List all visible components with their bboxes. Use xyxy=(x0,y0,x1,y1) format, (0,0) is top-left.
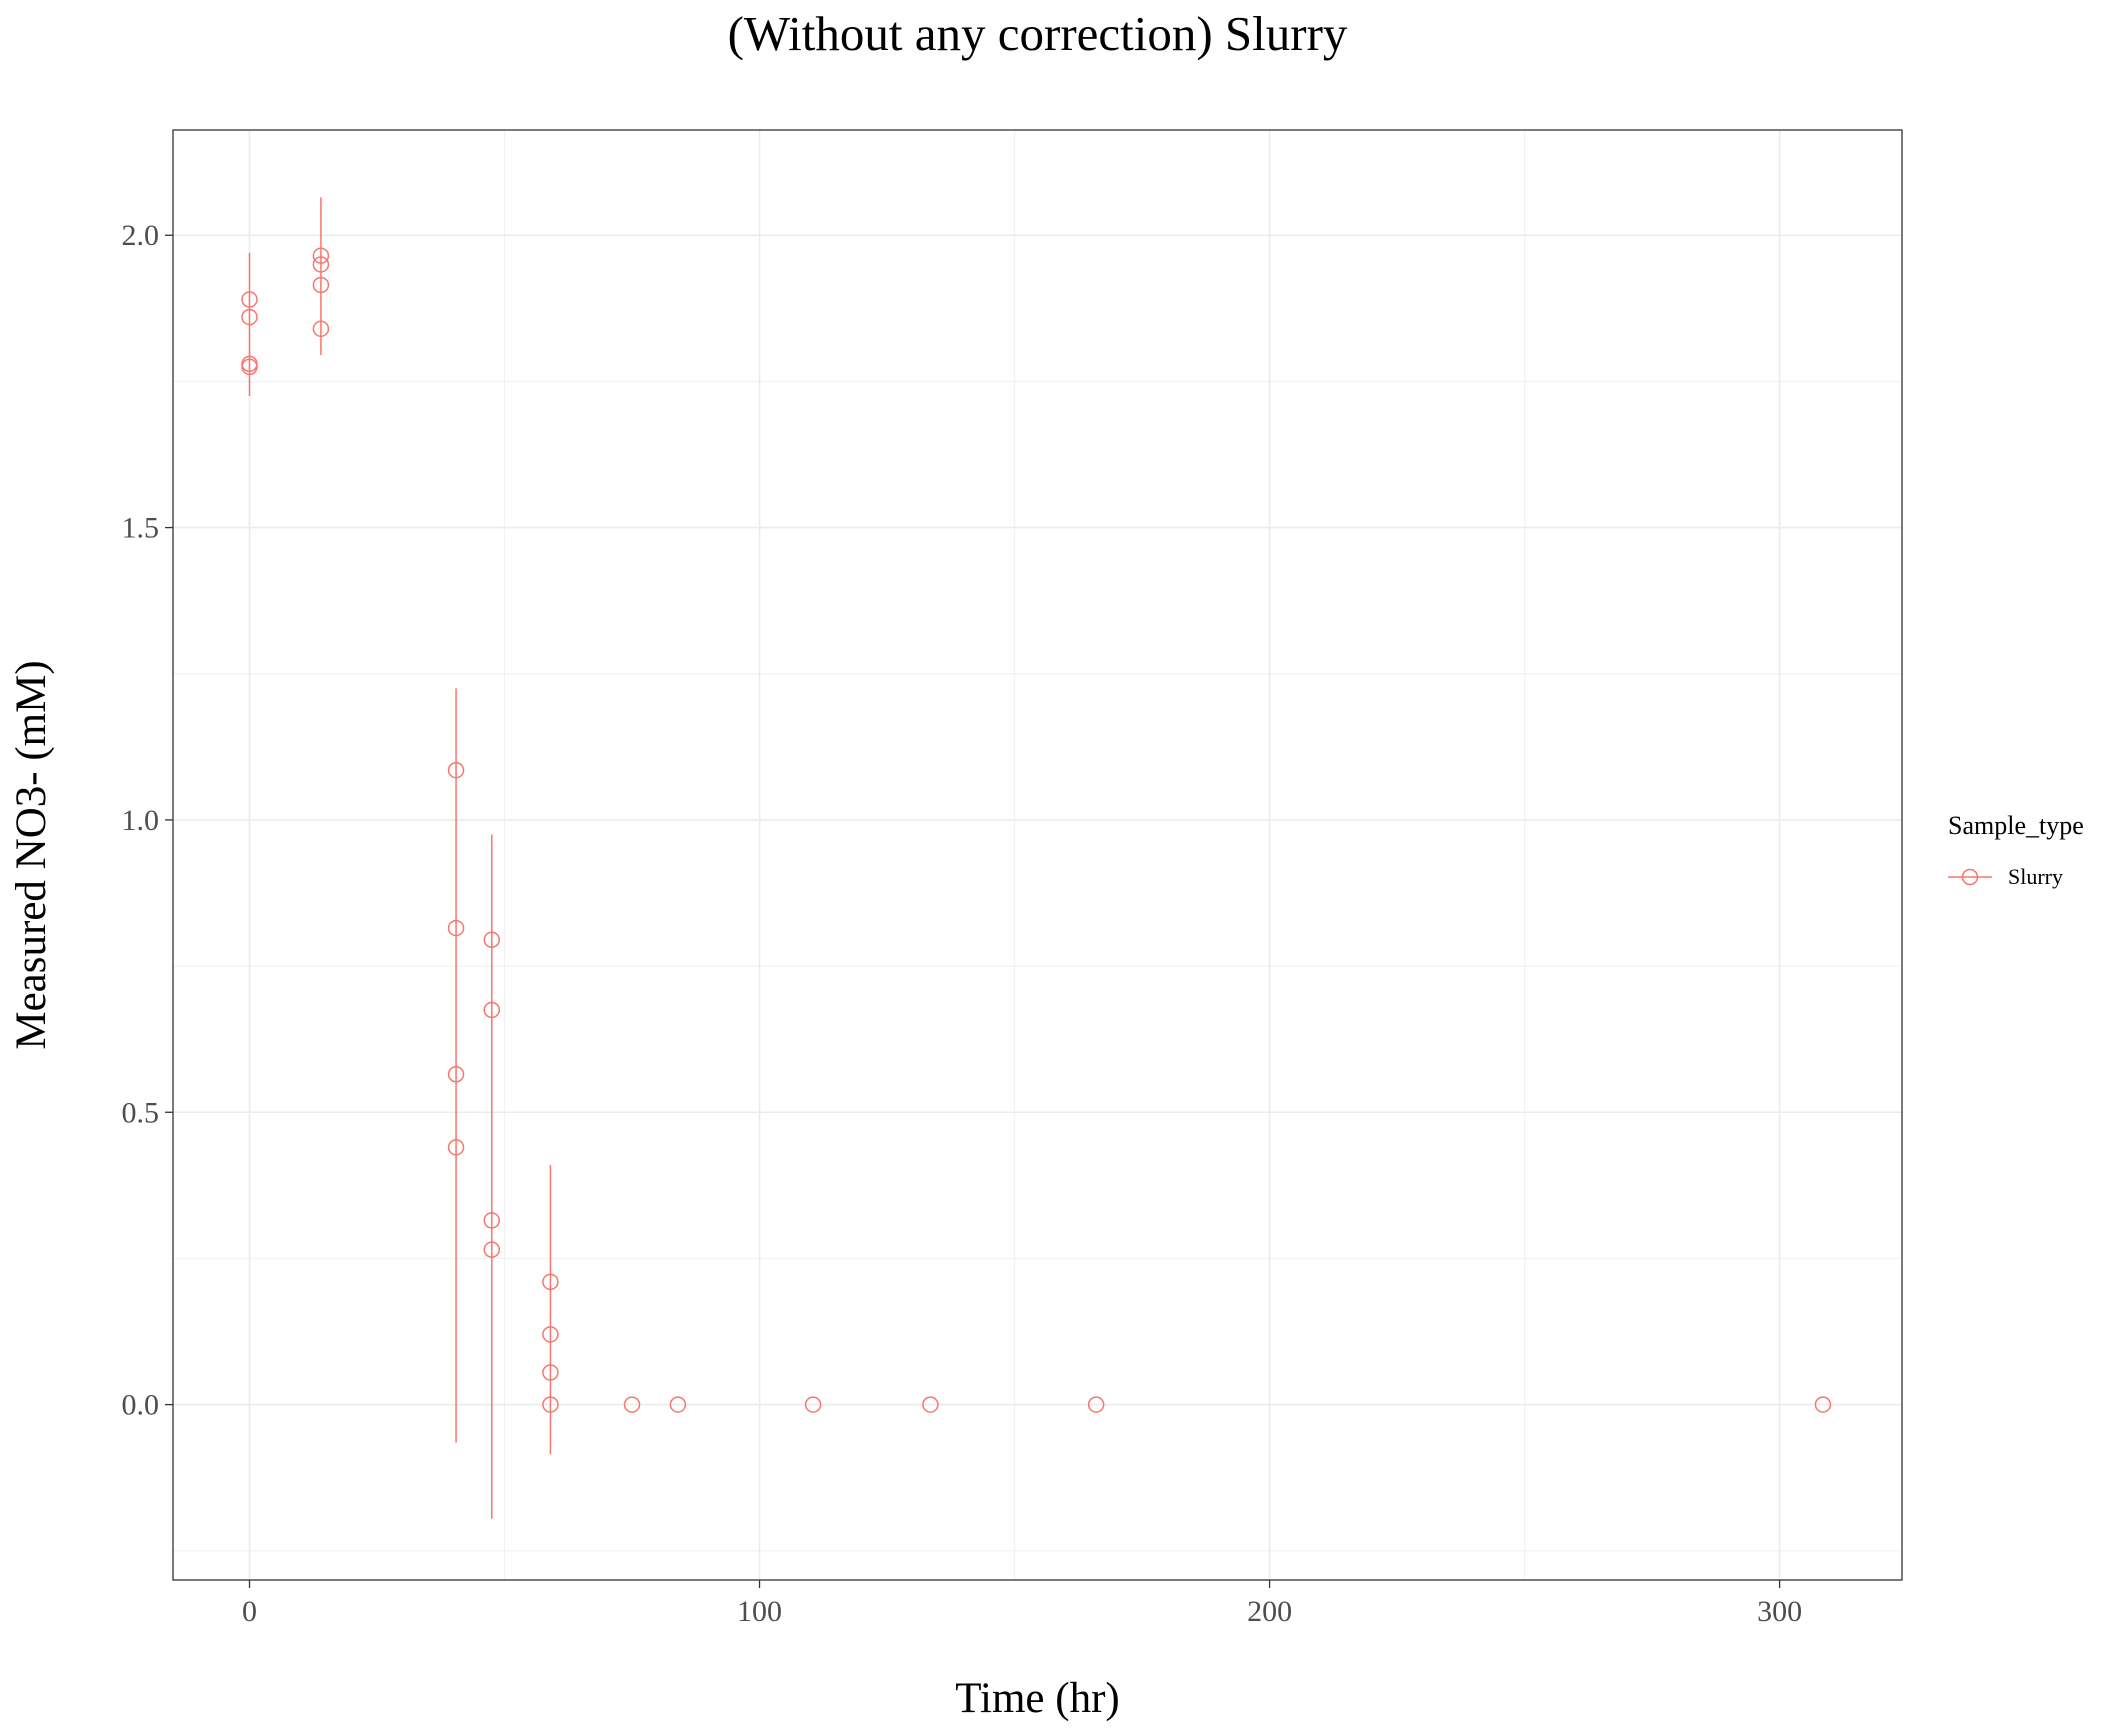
data-point xyxy=(542,1364,559,1381)
data-point xyxy=(312,320,330,338)
y-tick-label: 0.0 xyxy=(122,1389,160,1422)
y-tick-label: 1.5 xyxy=(122,512,160,545)
x-tick-label: 300 xyxy=(1757,1595,1802,1628)
data-point xyxy=(922,1396,939,1413)
x-tick-label: 0 xyxy=(242,1595,257,1628)
x-axis-title: Time (hr) xyxy=(955,1675,1119,1722)
y-tick-label: 2.0 xyxy=(122,219,160,252)
legend-title: Sample_type xyxy=(1948,811,2084,840)
data-point xyxy=(447,1139,465,1156)
data-point xyxy=(483,1241,501,1258)
data-point xyxy=(241,358,258,376)
x-tick-label: 200 xyxy=(1247,1595,1292,1628)
data-point xyxy=(483,1212,501,1229)
legend: Sample_type Slurry xyxy=(1948,811,2084,889)
y-axis-title: Measured NO3- (mM) xyxy=(8,660,55,1049)
y-tick-label: 0.5 xyxy=(122,1096,160,1129)
data-point xyxy=(447,761,465,779)
x-tick-label: 100 xyxy=(737,1595,782,1628)
data-point xyxy=(542,1326,559,1343)
data-point xyxy=(312,256,330,273)
data-point xyxy=(623,1396,641,1413)
y-tick-label: 1.0 xyxy=(122,804,160,837)
chart-title: (Without any correction) Slurry xyxy=(728,6,1348,61)
data-point xyxy=(542,1396,559,1413)
data-point xyxy=(312,276,330,294)
data-point xyxy=(483,931,501,949)
data-point xyxy=(1087,1396,1105,1413)
data-point xyxy=(804,1396,822,1413)
plot-panel-border xyxy=(172,129,1903,1581)
data-point xyxy=(241,308,258,326)
data-point xyxy=(447,1066,465,1083)
legend-key-point xyxy=(1961,868,1979,886)
data-point xyxy=(669,1396,687,1413)
data-point xyxy=(447,919,465,937)
data-point xyxy=(312,247,330,264)
data-point xyxy=(542,1273,559,1291)
legend-entry-slurry: Slurry xyxy=(2008,864,2063,889)
data-point xyxy=(241,291,258,308)
data-point xyxy=(483,1001,501,1019)
data-point xyxy=(1814,1396,1832,1413)
